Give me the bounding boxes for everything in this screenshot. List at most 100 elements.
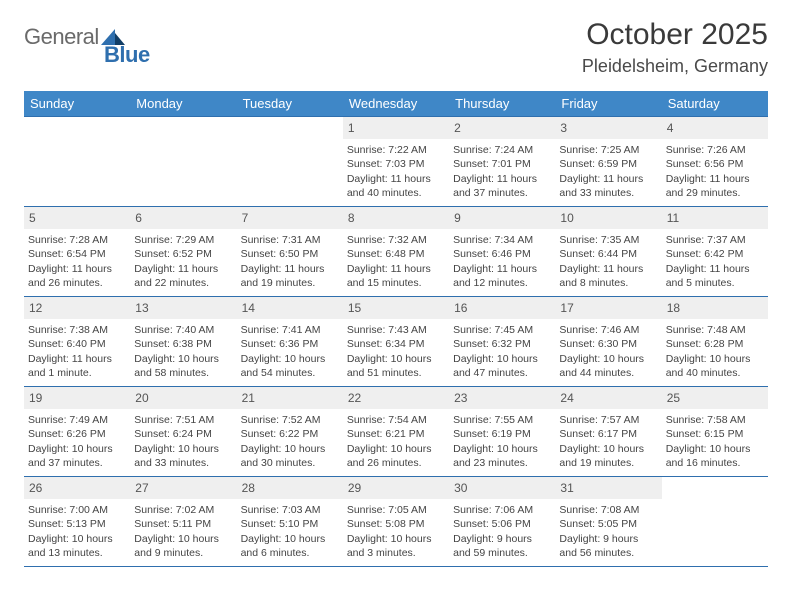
daylight-text: Daylight: 11 hours	[666, 172, 764, 186]
day-number: 18	[662, 297, 768, 319]
sunrise-text: Sunrise: 7:41 AM	[241, 323, 339, 337]
daylight-text: Daylight: 10 hours	[453, 442, 551, 456]
sunset-text: Sunset: 5:13 PM	[28, 517, 126, 531]
day-number: 31	[555, 477, 661, 499]
sunset-text: Sunset: 6:40 PM	[28, 337, 126, 351]
logo-text-blue: Blue	[104, 42, 150, 68]
day-number: 9	[449, 207, 555, 229]
daylight-text: and 58 minutes.	[134, 366, 232, 380]
calendar-day-cell	[662, 477, 768, 567]
calendar-day-cell: 11Sunrise: 7:37 AMSunset: 6:42 PMDayligh…	[662, 207, 768, 297]
daylight-text: Daylight: 10 hours	[347, 532, 445, 546]
daylight-text: Daylight: 10 hours	[134, 352, 232, 366]
daylight-text: Daylight: 10 hours	[666, 442, 764, 456]
calendar-day-cell: 2Sunrise: 7:24 AMSunset: 7:01 PMDaylight…	[449, 117, 555, 207]
daylight-text: Daylight: 11 hours	[666, 262, 764, 276]
calendar-day-cell	[237, 117, 343, 207]
daylight-text: and 54 minutes.	[241, 366, 339, 380]
sunset-text: Sunset: 6:30 PM	[559, 337, 657, 351]
daylight-text: and 40 minutes.	[347, 186, 445, 200]
calendar-day-cell: 25Sunrise: 7:58 AMSunset: 6:15 PMDayligh…	[662, 387, 768, 477]
sunrise-text: Sunrise: 7:46 AM	[559, 323, 657, 337]
sunrise-text: Sunrise: 7:06 AM	[453, 503, 551, 517]
daylight-text: and 8 minutes.	[559, 276, 657, 290]
weekday-header: Sunday	[24, 91, 130, 117]
daylight-text: Daylight: 11 hours	[453, 262, 551, 276]
daylight-text: and 33 minutes.	[134, 456, 232, 470]
sunrise-text: Sunrise: 7:49 AM	[28, 413, 126, 427]
sunrise-text: Sunrise: 7:37 AM	[666, 233, 764, 247]
sunrise-text: Sunrise: 7:55 AM	[453, 413, 551, 427]
sunset-text: Sunset: 6:36 PM	[241, 337, 339, 351]
calendar-week-row: 19Sunrise: 7:49 AMSunset: 6:26 PMDayligh…	[24, 387, 768, 477]
calendar-day-cell	[130, 117, 236, 207]
daylight-text: and 47 minutes.	[453, 366, 551, 380]
daylight-text: Daylight: 10 hours	[28, 532, 126, 546]
daylight-text: Daylight: 10 hours	[347, 442, 445, 456]
daylight-text: Daylight: 10 hours	[241, 352, 339, 366]
sunrise-text: Sunrise: 7:58 AM	[666, 413, 764, 427]
calendar-table: SundayMondayTuesdayWednesdayThursdayFrid…	[24, 91, 768, 567]
sunset-text: Sunset: 5:08 PM	[347, 517, 445, 531]
sunset-text: Sunset: 5:05 PM	[559, 517, 657, 531]
day-number: 23	[449, 387, 555, 409]
daylight-text: Daylight: 10 hours	[666, 352, 764, 366]
sunrise-text: Sunrise: 7:54 AM	[347, 413, 445, 427]
daylight-text: Daylight: 10 hours	[134, 532, 232, 546]
sunset-text: Sunset: 6:28 PM	[666, 337, 764, 351]
calendar-day-cell: 24Sunrise: 7:57 AMSunset: 6:17 PMDayligh…	[555, 387, 661, 477]
daylight-text: and 30 minutes.	[241, 456, 339, 470]
daylight-text: and 19 minutes.	[559, 456, 657, 470]
calendar-day-cell: 26Sunrise: 7:00 AMSunset: 5:13 PMDayligh…	[24, 477, 130, 567]
daylight-text: Daylight: 9 hours	[559, 532, 657, 546]
calendar-day-cell: 16Sunrise: 7:45 AMSunset: 6:32 PMDayligh…	[449, 297, 555, 387]
calendar-week-row: 12Sunrise: 7:38 AMSunset: 6:40 PMDayligh…	[24, 297, 768, 387]
day-number: 10	[555, 207, 661, 229]
calendar-day-cell: 15Sunrise: 7:43 AMSunset: 6:34 PMDayligh…	[343, 297, 449, 387]
sunset-text: Sunset: 6:38 PM	[134, 337, 232, 351]
daylight-text: and 3 minutes.	[347, 546, 445, 560]
sunset-text: Sunset: 6:42 PM	[666, 247, 764, 261]
day-number: 14	[237, 297, 343, 319]
calendar-day-cell: 21Sunrise: 7:52 AMSunset: 6:22 PMDayligh…	[237, 387, 343, 477]
calendar-day-cell: 1Sunrise: 7:22 AMSunset: 7:03 PMDaylight…	[343, 117, 449, 207]
sunrise-text: Sunrise: 7:40 AM	[134, 323, 232, 337]
calendar-week-row: 1Sunrise: 7:22 AMSunset: 7:03 PMDaylight…	[24, 117, 768, 207]
daylight-text: Daylight: 11 hours	[241, 262, 339, 276]
sunset-text: Sunset: 7:01 PM	[453, 157, 551, 171]
daylight-text: and 15 minutes.	[347, 276, 445, 290]
sunrise-text: Sunrise: 7:31 AM	[241, 233, 339, 247]
daylight-text: Daylight: 10 hours	[347, 352, 445, 366]
calendar-day-cell	[24, 117, 130, 207]
sunset-text: Sunset: 6:21 PM	[347, 427, 445, 441]
sunrise-text: Sunrise: 7:28 AM	[28, 233, 126, 247]
daylight-text: and 59 minutes.	[453, 546, 551, 560]
day-number: 28	[237, 477, 343, 499]
sunrise-text: Sunrise: 7:43 AM	[347, 323, 445, 337]
sunrise-text: Sunrise: 7:45 AM	[453, 323, 551, 337]
sunrise-text: Sunrise: 7:29 AM	[134, 233, 232, 247]
sunset-text: Sunset: 6:59 PM	[559, 157, 657, 171]
day-number: 17	[555, 297, 661, 319]
calendar-day-cell: 9Sunrise: 7:34 AMSunset: 6:46 PMDaylight…	[449, 207, 555, 297]
sunset-text: Sunset: 6:32 PM	[453, 337, 551, 351]
sunrise-text: Sunrise: 7:25 AM	[559, 143, 657, 157]
day-number: 15	[343, 297, 449, 319]
daylight-text: and 5 minutes.	[666, 276, 764, 290]
daylight-text: and 1 minute.	[28, 366, 126, 380]
sunset-text: Sunset: 6:24 PM	[134, 427, 232, 441]
daylight-text: and 33 minutes.	[559, 186, 657, 200]
day-number: 20	[130, 387, 236, 409]
daylight-text: Daylight: 11 hours	[347, 262, 445, 276]
sunset-text: Sunset: 6:15 PM	[666, 427, 764, 441]
calendar-day-cell: 28Sunrise: 7:03 AMSunset: 5:10 PMDayligh…	[237, 477, 343, 567]
calendar-day-cell: 31Sunrise: 7:08 AMSunset: 5:05 PMDayligh…	[555, 477, 661, 567]
daylight-text: Daylight: 10 hours	[134, 442, 232, 456]
sunset-text: Sunset: 7:03 PM	[347, 157, 445, 171]
daylight-text: Daylight: 10 hours	[241, 442, 339, 456]
day-number: 8	[343, 207, 449, 229]
day-number: 13	[130, 297, 236, 319]
daylight-text: and 37 minutes.	[28, 456, 126, 470]
daylight-text: and 40 minutes.	[666, 366, 764, 380]
sunrise-text: Sunrise: 7:34 AM	[453, 233, 551, 247]
